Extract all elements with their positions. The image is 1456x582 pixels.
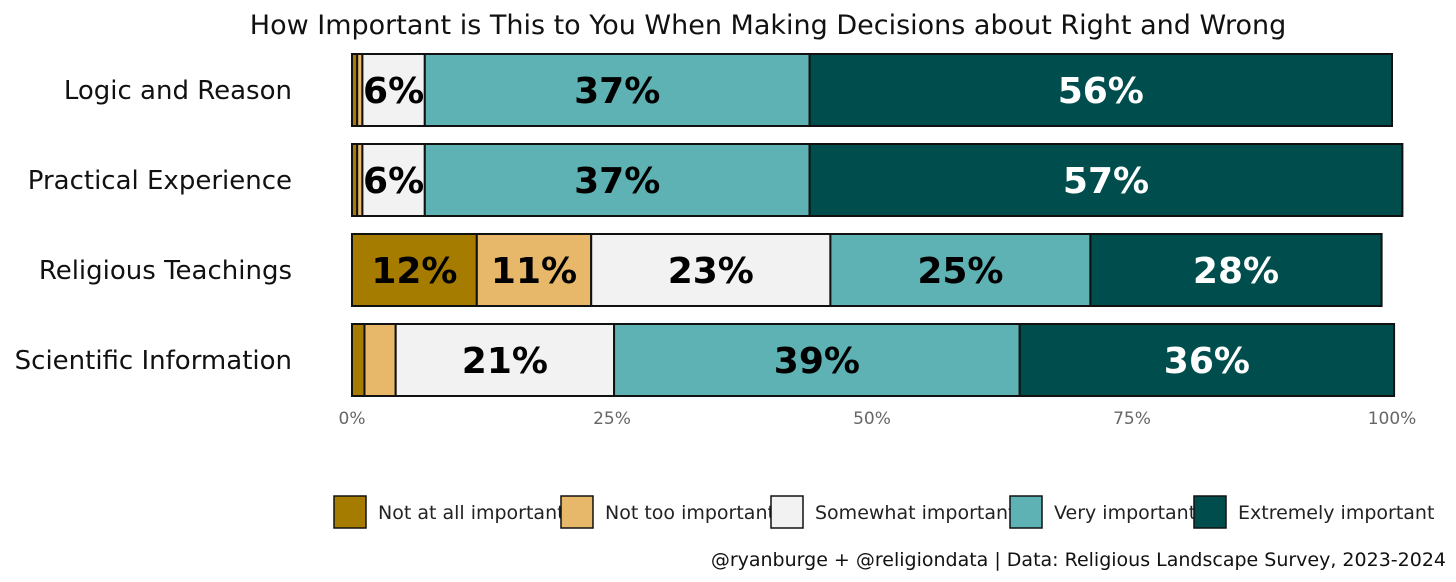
- legend-label: Extremely important: [1238, 502, 1434, 524]
- bar-segment: [351, 323, 366, 397]
- bar-segment: [1018, 323, 1396, 397]
- data-label: 36%: [1164, 341, 1250, 382]
- data-label: 37%: [574, 161, 660, 202]
- data-label: 28%: [1193, 251, 1279, 292]
- bar-segment: [613, 323, 1021, 397]
- bar-segment: [475, 233, 593, 307]
- legend-swatch: [770, 495, 804, 529]
- category-label: Logic and Reason: [64, 76, 292, 106]
- data-label: 12%: [371, 251, 457, 292]
- x-tick-label: 0%: [339, 409, 366, 429]
- x-tick-label: 50%: [853, 409, 891, 429]
- data-label: 23%: [668, 251, 754, 292]
- legend-label: Somewhat important: [815, 502, 1015, 524]
- x-axis: 0% 25% 50% 75% 100%: [339, 409, 1417, 429]
- bar-segment: [394, 323, 616, 397]
- bar-segment: [829, 233, 1092, 307]
- legend-label: Not at all important: [378, 502, 565, 524]
- legend-swatch: [1009, 495, 1043, 529]
- legend: Not at all important Not too important Som…: [333, 495, 1434, 529]
- category-label: Practical Experience: [28, 166, 292, 196]
- x-tick-label: 100%: [1368, 409, 1417, 429]
- chart-caption: @ryanburge + @religiondata | Data: Relig…: [711, 549, 1446, 571]
- chart-title: How Important is This to You When Making…: [250, 10, 1286, 41]
- data-label: 39%: [774, 341, 860, 382]
- legend-swatch: [1193, 495, 1227, 529]
- data-label: 25%: [917, 251, 1003, 292]
- category-label: Scientific Information: [15, 346, 292, 376]
- category-label: Religious Teachings: [39, 256, 292, 286]
- x-tick-label: 25%: [593, 409, 631, 429]
- bar-segment: [808, 53, 1393, 127]
- legend-swatch: [333, 495, 367, 529]
- legend-label: Not too important: [605, 502, 775, 524]
- data-label: 37%: [574, 71, 660, 112]
- data-label: 11%: [491, 251, 577, 292]
- bar-segment: [423, 143, 811, 217]
- data-label: 6%: [363, 161, 424, 202]
- bar-segment: [351, 233, 478, 307]
- bar-segment: [1089, 233, 1383, 307]
- bar-segment: [808, 143, 1404, 217]
- data-label: 57%: [1063, 161, 1149, 202]
- data-label: 56%: [1058, 71, 1144, 112]
- data-label: 21%: [462, 341, 548, 382]
- x-tick-label: 75%: [1113, 409, 1151, 429]
- bar-segment: [363, 323, 397, 397]
- legend-label: Very important: [1054, 502, 1196, 524]
- bar-segment: [361, 53, 426, 127]
- legend-swatch: [560, 495, 594, 529]
- data-label: 6%: [363, 71, 424, 112]
- bars-group: Logic and Reason 6% 37% 56% Practical Experi…: [15, 53, 1404, 397]
